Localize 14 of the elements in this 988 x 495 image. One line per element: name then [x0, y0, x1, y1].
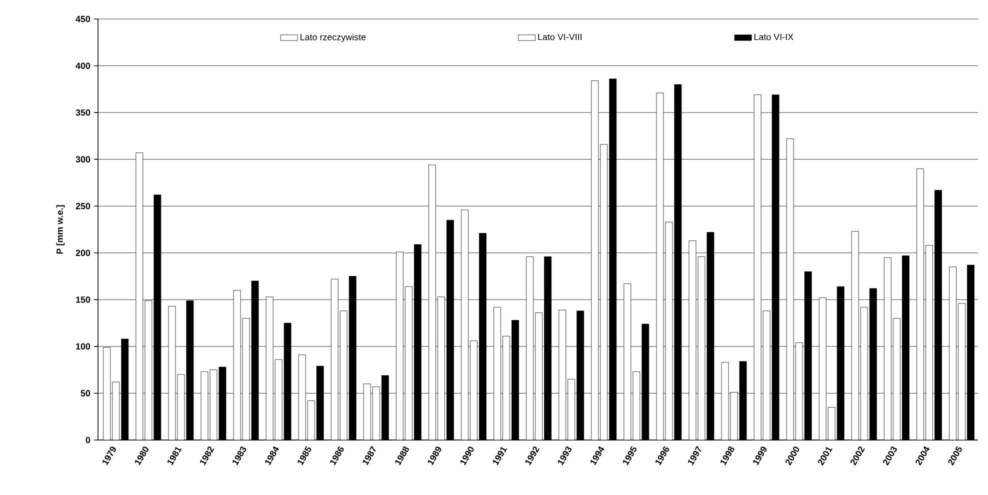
legend-label: Lato VI-IX — [754, 34, 794, 40]
legend-label: Lato VI-VIII — [538, 34, 582, 40]
y-tick-label: 350 — [76, 109, 90, 116]
legend-label: Lato rzeczywiste — [300, 34, 366, 42]
y-tick-label: 200 — [76, 250, 90, 256]
y-tick-label: 50 — [80, 390, 90, 396]
y-tick-label: 100 — [76, 343, 90, 350]
y-tick-label: 250 — [76, 202, 90, 210]
y-tick-label: 300 — [76, 156, 90, 163]
y-tick-label: 400 — [76, 62, 90, 69]
y-tick-label: 0 — [86, 436, 90, 444]
y-axis-title: P [mm w.e.] — [56, 205, 65, 254]
y-tick-label: 150 — [76, 296, 90, 303]
y-tick-label: 450 — [76, 16, 90, 22]
